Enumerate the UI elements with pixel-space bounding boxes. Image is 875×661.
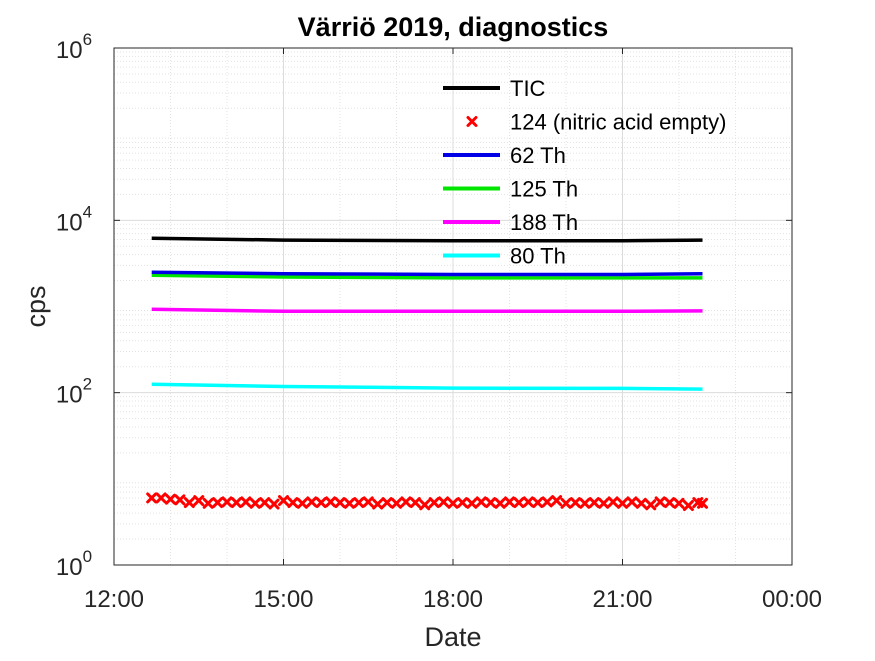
series-point xyxy=(249,497,261,509)
series-point xyxy=(372,498,384,510)
series-point xyxy=(522,496,534,508)
series-point xyxy=(391,497,402,509)
legend-label: TIC xyxy=(510,76,546,101)
series-point xyxy=(202,497,214,509)
series-point xyxy=(654,496,666,508)
series-point xyxy=(664,497,676,509)
series-line xyxy=(151,382,703,391)
series-point xyxy=(221,496,233,508)
series-point xyxy=(598,497,610,509)
series-line xyxy=(151,270,703,277)
series-point xyxy=(626,496,638,508)
series-point xyxy=(240,496,252,508)
series-point xyxy=(259,497,271,509)
legend-label: 188 Th xyxy=(510,210,578,235)
series-point xyxy=(475,496,487,508)
series-point xyxy=(560,497,572,509)
series-point xyxy=(230,497,242,509)
x-tick-label: 21:00 xyxy=(592,586,652,613)
y-tick-label: 100 xyxy=(56,547,92,581)
series-point xyxy=(306,496,318,508)
series-point xyxy=(278,495,289,507)
x-tick-label: 00:00 xyxy=(762,586,822,613)
series-point xyxy=(193,495,205,507)
series-point xyxy=(617,497,628,509)
series-point xyxy=(212,497,224,509)
series-point xyxy=(146,492,158,504)
series-point xyxy=(579,497,591,509)
series-point xyxy=(165,493,176,505)
y-tick-labels: 100 102 104 106 xyxy=(56,30,92,581)
series-point xyxy=(494,497,506,509)
series-point xyxy=(485,497,497,509)
y-tick-label: 104 xyxy=(56,202,92,236)
series-point xyxy=(183,497,195,509)
series-point xyxy=(325,496,337,508)
series-point xyxy=(428,497,440,509)
series-point xyxy=(353,497,365,509)
legend: TIC 124 (nitric acid empty) 62 Th 125 Th 188… xyxy=(443,76,726,269)
series-point xyxy=(588,497,600,509)
series-point xyxy=(419,499,431,511)
series-point xyxy=(504,496,515,508)
series-point xyxy=(155,492,167,504)
series-point xyxy=(343,497,355,509)
series-point xyxy=(362,496,374,508)
x-tick-label: 15:00 xyxy=(253,586,313,613)
series-point xyxy=(551,495,563,507)
series-point xyxy=(673,497,685,509)
x-tick-labels: 12:00 15:00 18:00 21:00 00:00 xyxy=(84,586,822,613)
x-tick-label: 18:00 xyxy=(423,586,483,613)
series-line xyxy=(151,307,703,314)
series-point xyxy=(541,496,553,508)
series-point xyxy=(409,497,421,509)
legend-label: 124 (nitric acid empty) xyxy=(510,110,726,135)
series-point xyxy=(438,496,450,508)
legend-label: 62 Th xyxy=(510,143,566,168)
y-tick-label: 106 xyxy=(56,30,92,64)
series-point xyxy=(645,499,657,511)
series-point xyxy=(635,497,647,509)
series-point xyxy=(381,497,393,509)
series-point xyxy=(447,497,459,509)
series-point xyxy=(268,498,280,510)
series-line xyxy=(151,236,703,243)
series-point xyxy=(287,497,299,509)
series-point xyxy=(607,496,619,508)
series-point xyxy=(532,497,544,509)
legend-swatch xyxy=(466,116,478,127)
y-axis-label: cps xyxy=(21,285,51,327)
legend-label: 80 Th xyxy=(510,244,566,269)
series-line xyxy=(151,273,703,280)
series-point xyxy=(400,496,412,508)
series-point xyxy=(697,497,709,509)
series-point xyxy=(334,497,346,509)
series-point xyxy=(456,497,468,509)
chart-title: Värriö 2019, diagnostics xyxy=(298,12,609,42)
x-tick-label: 12:00 xyxy=(84,586,144,613)
series-point xyxy=(466,497,478,509)
series-layer xyxy=(146,236,709,512)
legend-label: 125 Th xyxy=(510,177,578,202)
series-point xyxy=(174,494,186,506)
series-point xyxy=(315,497,327,509)
series-point xyxy=(569,497,581,509)
x-axis-label: Date xyxy=(424,622,481,652)
tick-marks xyxy=(113,47,793,566)
series-point xyxy=(682,500,694,512)
y-tick-label: 102 xyxy=(56,375,92,409)
series-point xyxy=(513,497,525,509)
series-point xyxy=(296,497,308,509)
